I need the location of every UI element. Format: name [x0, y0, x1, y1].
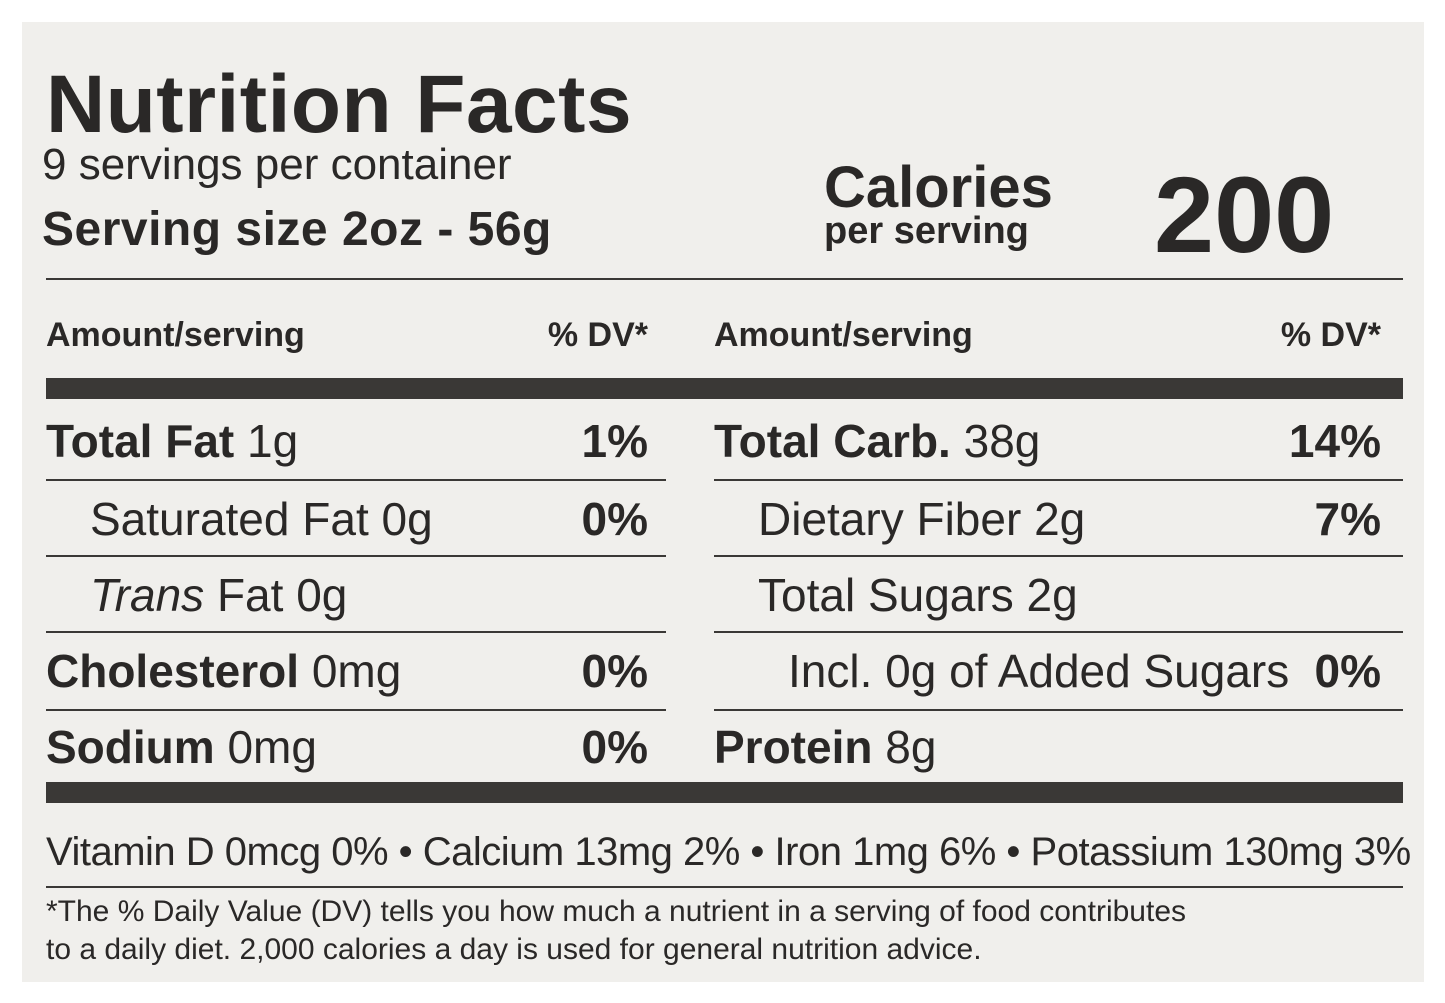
nutrient-dv: 1%: [581, 415, 648, 467]
divider-thick-bottom: [46, 782, 1403, 803]
nutrient-amount: 2g: [1021, 493, 1086, 545]
nutrient-trans-fat: Trans Fat 0g: [90, 568, 347, 622]
left-amount-header: Amount/serving: [46, 316, 305, 354]
nutrient-sodium: Sodium 0mg: [46, 720, 317, 774]
nutrient-name: Saturated Fat: [90, 493, 369, 545]
nutrient-name: Total Fat: [46, 415, 235, 467]
nutrient-name: Sodium: [46, 721, 215, 773]
nutrient-total-sugars: Total Sugars 2g: [758, 568, 1078, 622]
nutrient-saturated-fat: Saturated Fat 0g: [90, 492, 433, 546]
nutrient-dv: 0%: [581, 645, 648, 697]
nutrient-name: Total Sugars: [758, 569, 1014, 621]
nutrient-dv: 0%: [1314, 645, 1381, 697]
serving-size: Serving size 2oz - 56g: [42, 203, 552, 256]
nutrient-name-italic: Trans: [90, 569, 205, 621]
nutrient-amount: 0g: [368, 493, 433, 545]
divider-footnote: [46, 886, 1403, 888]
nutrient-dv: 0%: [581, 721, 648, 773]
row-divider: [46, 479, 666, 481]
calories-label: Calories: [824, 155, 1053, 220]
nutrient-amount: 1g: [234, 415, 299, 467]
nutrient-total-carb: Total Carb. 38g: [714, 414, 1040, 468]
nutrient-dv: 14%: [1288, 415, 1381, 467]
nutrient-name: Total Carb.: [714, 415, 951, 467]
row-divider: [46, 555, 666, 557]
row-divider: [714, 631, 1403, 633]
nutrition-facts-label: Nutrition Facts 9 servings per container…: [22, 22, 1424, 982]
divider-thick-top: [46, 378, 1403, 399]
nutrient-name: Dietary Fiber: [758, 493, 1022, 545]
nutrient-amount: 8g: [872, 721, 937, 773]
nutrient-amount: 0mg: [214, 721, 317, 773]
nutrient-protein: Protein 8g: [714, 720, 936, 774]
row-divider: [714, 479, 1403, 481]
nutrient-dietary-fiber: Dietary Fiber 2g: [758, 492, 1085, 546]
nutrient-name: Fat: [204, 569, 284, 621]
nutrient-cholesterol: Cholesterol 0mg: [46, 644, 401, 698]
footnote-line-1: *The % Daily Value (DV) tells you how mu…: [46, 895, 1186, 928]
servings-per-container: 9 servings per container: [42, 140, 512, 189]
nutrient-amount: 0mg: [299, 645, 402, 697]
calories-value: 200: [1154, 154, 1335, 275]
row-divider: [714, 709, 1403, 711]
calories-sublabel: per serving: [824, 210, 1029, 252]
left-dv-header: % DV*: [547, 316, 648, 354]
row-divider: [46, 631, 666, 633]
right-amount-header: Amount/serving: [714, 316, 973, 354]
nutrient-amount: 0g: [283, 569, 348, 621]
label-title: Nutrition Facts: [46, 59, 633, 150]
nutrient-name: Cholesterol: [46, 645, 300, 697]
nutrient-dv: 0%: [581, 493, 648, 545]
row-divider: [46, 709, 666, 711]
right-dv-header: % DV*: [1280, 316, 1381, 354]
nutrient-dv: 7%: [1314, 493, 1381, 545]
row-divider: [714, 555, 1403, 557]
vitamins-minerals: Vitamin D 0mcg 0% • Calcium 13mg 2% • Ir…: [46, 830, 1411, 874]
nutrient-added-sugars: Incl. 0g of Added Sugars: [788, 645, 1290, 697]
divider-top: [46, 278, 1403, 280]
nutrient-amount: 38g: [950, 415, 1041, 467]
nutrient-amount: 2g: [1013, 569, 1078, 621]
nutrient-total-fat: Total Fat 1g: [46, 414, 298, 468]
footnote-line-2: to a daily diet. 2,000 calories a day is…: [46, 933, 982, 966]
nutrient-name: Protein: [714, 721, 873, 773]
